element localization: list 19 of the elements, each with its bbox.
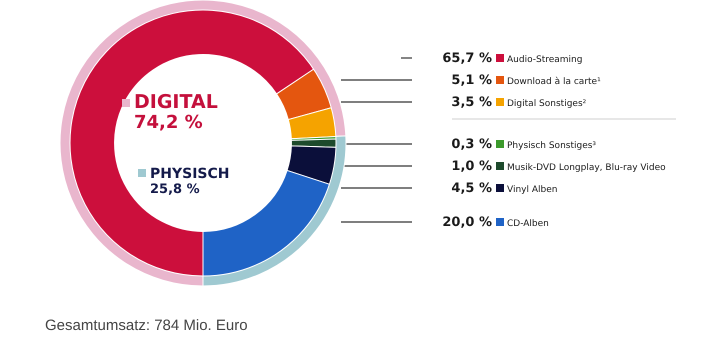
legend-label: CD-Alben (507, 219, 549, 229)
legend-label: Download à la carte¹ (507, 76, 602, 87)
data-label: 65,7 % (442, 51, 492, 66)
data-label: 5,1 % (451, 73, 492, 88)
data-label: 0,3 % (451, 137, 492, 152)
data-label: 20,0 % (442, 215, 492, 230)
data-label: 74,2 % (134, 112, 203, 133)
legend-label: PHYSISCH (150, 166, 230, 182)
legend-label: Physisch Sonstiges³ (507, 141, 596, 151)
legend-label: Vinyl Alben (507, 185, 558, 195)
legend-label: Musik-DVD Longplay, Blu-ray Video (507, 163, 666, 173)
data-label: 3,5 % (451, 95, 492, 110)
data-label: 1,0 % (451, 159, 492, 174)
data-label: 4,5 % (451, 181, 492, 196)
legend-label: Digital Sonstiges² (507, 99, 587, 109)
text: Gesamtumsatz: 784 Mio. Euro (45, 317, 248, 334)
legend-label: DIGITAL (134, 91, 218, 113)
data-label: 25,8 % (150, 182, 200, 197)
legend-label: Audio-Streaming (507, 55, 582, 65)
